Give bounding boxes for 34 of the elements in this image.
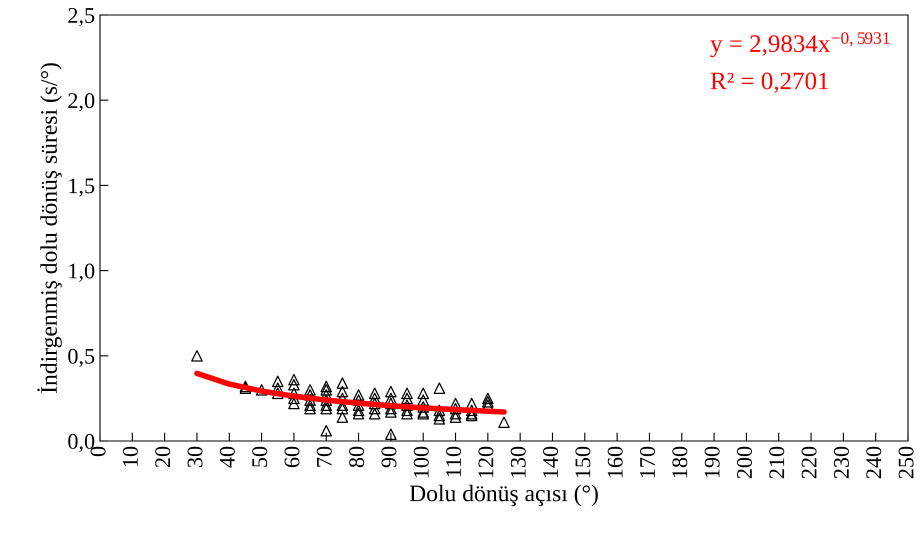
y-tick-label: 0,5 bbox=[68, 348, 94, 367]
x-tick-label: 10 bbox=[122, 446, 138, 466]
x-tick-label: 100 bbox=[414, 446, 429, 478]
x-tick-label: 130 bbox=[510, 446, 526, 478]
x-tick-label: 190 bbox=[704, 446, 720, 478]
x-tick-label: 240 bbox=[866, 446, 882, 478]
y-tick-label: 2,0 bbox=[68, 93, 94, 112]
x-tick-label: 200 bbox=[736, 446, 752, 478]
x-tick-label: 150 bbox=[575, 446, 590, 478]
x-tick-label: 210 bbox=[769, 446, 784, 478]
x-tick-label: 170 bbox=[640, 446, 656, 478]
annotation: y = 2,9834x$^{−0,5931}$ bbox=[710, 32, 890, 58]
x-tick-label: 140 bbox=[543, 446, 558, 478]
x-tick-label: 220 bbox=[802, 446, 817, 478]
x-tick-label: 80 bbox=[349, 446, 364, 468]
x-tick-label: 110 bbox=[446, 446, 462, 476]
x-tick-label: 70 bbox=[316, 446, 332, 467]
x-tick-label: 180 bbox=[672, 446, 688, 478]
x-tick-label: 50 bbox=[252, 446, 268, 467]
y-tick-label: 2,5 bbox=[68, 8, 94, 26]
y-tick-label: 1,0 bbox=[69, 264, 94, 282]
x-tick-label: 60 bbox=[284, 446, 300, 468]
x-tick-label: 230 bbox=[834, 446, 849, 478]
x-tick-label: 160 bbox=[608, 446, 623, 478]
x-axis-title: Dolu dönüş açısı (°) bbox=[410, 484, 598, 506]
x-tick-label: 90 bbox=[381, 446, 396, 468]
annotation: R² = 0,2701 bbox=[710, 72, 828, 94]
y-tick-label: 1,5 bbox=[69, 178, 94, 197]
x-tick-label: 30 bbox=[188, 446, 203, 468]
x-tick-label: 40 bbox=[220, 446, 235, 468]
x-tick-label: 120 bbox=[478, 446, 494, 478]
x-tick-label: 20 bbox=[155, 446, 170, 468]
y-axis-title: İndirgenmiş dolu dönüş süresi (s/°) bbox=[37, 63, 62, 393]
x-tick-label: 250 bbox=[898, 446, 914, 478]
